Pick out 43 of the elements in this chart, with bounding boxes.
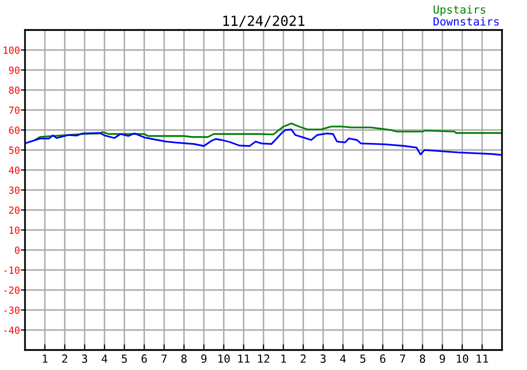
y-tick-label: 100 — [4, 46, 20, 54]
x-tick-label: 9 — [201, 354, 206, 363]
y-tick-label: -20 — [4, 286, 20, 294]
x-tick-label: 2 — [300, 354, 306, 363]
y-tick-label: 20 — [9, 206, 20, 214]
x-tick-label: 5 — [360, 354, 366, 363]
x-tick-label: 10 — [218, 354, 230, 363]
y-tick-label: -40 — [4, 326, 20, 334]
x-tick-label: 4 — [340, 354, 346, 363]
x-tick-label: 9 — [440, 354, 445, 363]
x-tick-label: 2 — [62, 354, 68, 363]
y-tick-label: 60 — [9, 126, 20, 134]
chart-title: 11/24/2021 — [223, 16, 304, 28]
y-tick-label: -30 — [4, 306, 20, 314]
y-tick-label: 90 — [9, 66, 20, 74]
y-tick-label: 80 — [9, 86, 20, 94]
x-tick-label: 8 — [181, 354, 187, 363]
y-tick-label: 0 — [14, 246, 20, 254]
x-tick-label: 7 — [400, 354, 406, 363]
x-tick-label: 8 — [420, 354, 426, 363]
x-tick-label: 11 — [476, 354, 488, 363]
x-tick-label: 11 — [238, 354, 250, 363]
y-tick-label: -10 — [4, 266, 20, 274]
y-tick-label: 10 — [10, 226, 20, 234]
text: Upstairs — [434, 5, 486, 16]
y-tick-label: 40 — [8, 166, 20, 174]
x-tick-label: 3 — [320, 354, 326, 363]
y-tick-label: 50 — [9, 146, 20, 154]
x-tick-label: 12 — [258, 354, 270, 363]
x-tick-label: 3 — [82, 354, 88, 363]
y-tick-label: 30 — [9, 186, 20, 194]
line-series — [34, 122, 502, 141]
x-tick-label: 1 — [42, 354, 48, 363]
x-tick-label: 6 — [142, 354, 147, 363]
y-tick-label: 70 — [9, 106, 20, 114]
x-tick-label: 5 — [122, 354, 127, 363]
x-tick-label: 4 — [102, 354, 108, 363]
text: Downstairs — [434, 17, 499, 26]
x-tick-label: 6 — [380, 354, 386, 363]
x-tick-label: 1 — [281, 354, 286, 363]
line-series — [25, 128, 502, 156]
x-tick-label: 10 — [456, 354, 468, 363]
x-tick-label: 7 — [162, 354, 167, 363]
